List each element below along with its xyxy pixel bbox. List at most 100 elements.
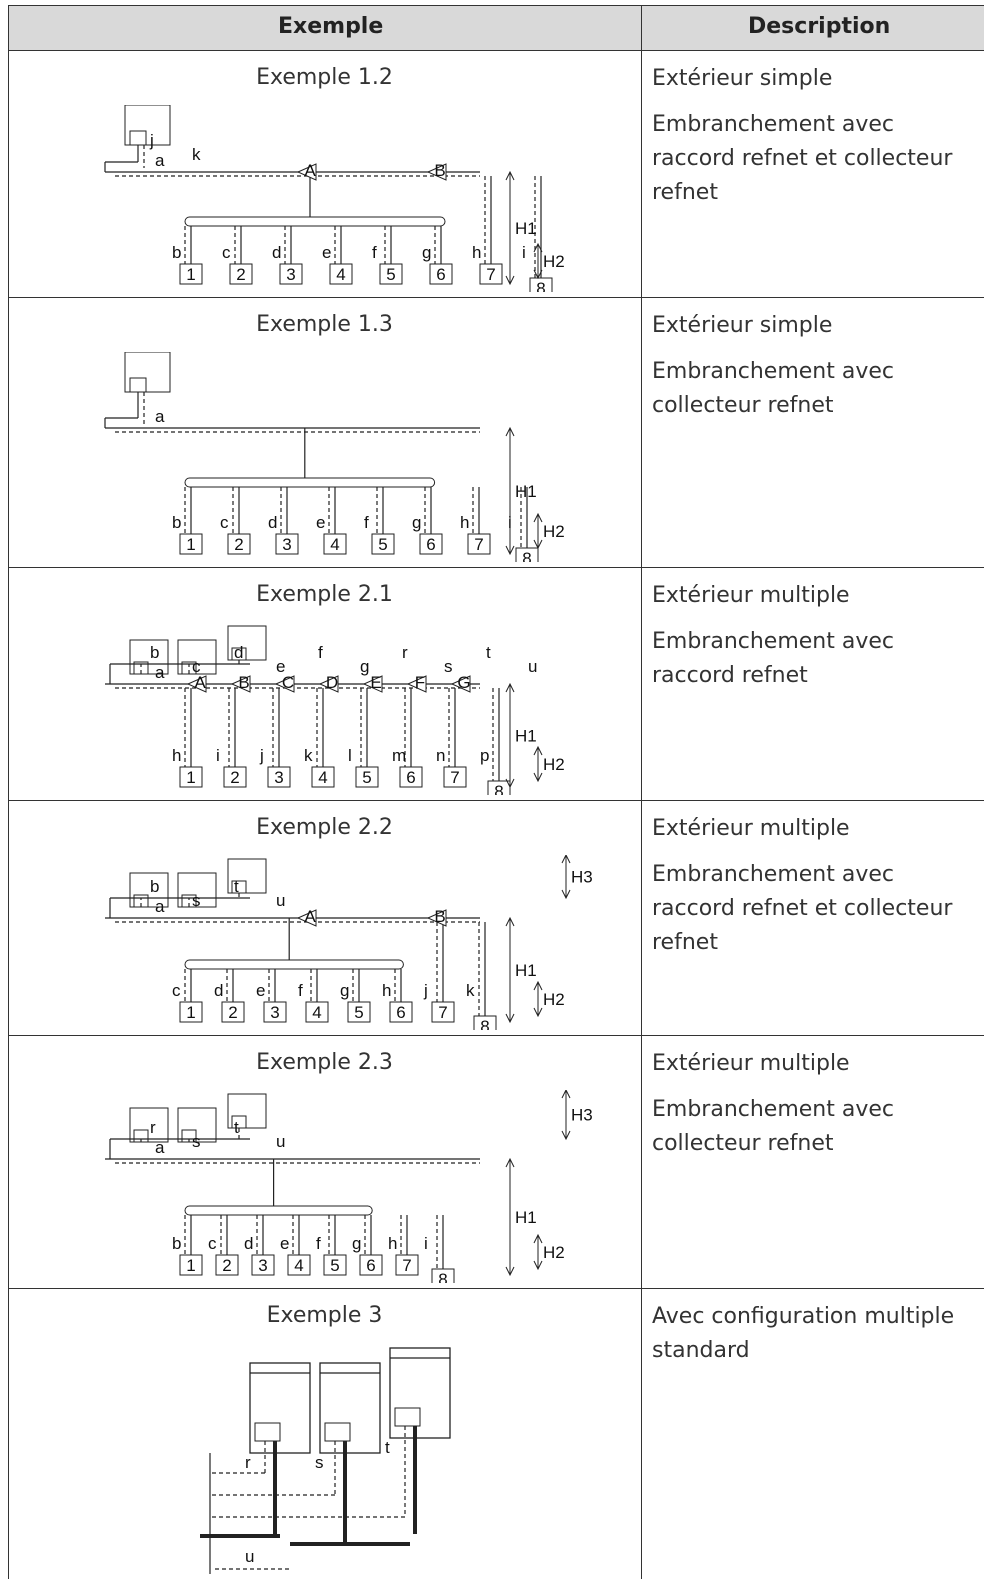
indoor-unit	[263, 1001, 287, 1023]
collector	[184, 959, 404, 970]
unit-label: 8	[494, 782, 503, 795]
pipe-label: h	[172, 746, 181, 765]
indoor-unit	[227, 533, 251, 555]
arrow-head	[505, 275, 515, 286]
row-border	[8, 1288, 984, 1289]
pipe-label: f	[364, 513, 369, 532]
arrow-head	[505, 916, 515, 927]
indoor-unit	[487, 780, 511, 795]
unit-label: 6	[426, 535, 435, 554]
joint-label: B	[434, 907, 445, 926]
arrow-head	[505, 1266, 515, 1277]
pipe-label: t	[486, 643, 491, 662]
outdoor-port	[394, 1407, 421, 1427]
arrow-head	[505, 778, 515, 789]
pipe-label: s	[444, 657, 453, 676]
arrow-head	[533, 1260, 543, 1271]
joint	[426, 909, 447, 927]
pipe-label: s	[315, 1453, 324, 1472]
joint	[406, 675, 427, 693]
indoor-unit	[279, 263, 303, 285]
joint	[450, 675, 471, 693]
row-border	[8, 567, 984, 568]
pipe-label: i	[216, 746, 220, 765]
indoor-unit	[355, 766, 379, 788]
joint-label: B	[434, 161, 445, 180]
unit-label: 3	[270, 1003, 279, 1022]
indoor-unit	[323, 533, 347, 555]
description: Extérieur simple Embranchement avec colle…	[652, 309, 982, 435]
indoor-unit	[431, 1268, 455, 1283]
unit-label: 8	[438, 1270, 447, 1283]
pipe-label: e	[276, 657, 285, 676]
pipe-label: e	[280, 1234, 289, 1253]
arrow-head	[505, 426, 515, 437]
description-paragraph: Embranchement avec collecteur refnet	[652, 359, 894, 418]
arrow-head	[533, 1007, 543, 1018]
pipe-label: s	[192, 891, 201, 910]
border	[8, 5, 9, 1579]
unit-label: 6	[396, 1003, 405, 1022]
pipe-label: j	[259, 746, 264, 765]
arrow-head	[505, 1013, 515, 1024]
indoor-unit	[419, 533, 443, 555]
joint-label: E	[370, 673, 381, 692]
indoor-unit	[515, 547, 539, 562]
outdoor-unit	[129, 1107, 169, 1143]
unit-label: 7	[402, 1256, 411, 1275]
unit-label: 6	[366, 1256, 375, 1275]
indoor-unit	[399, 766, 423, 788]
joint	[296, 163, 317, 181]
collector	[184, 216, 446, 227]
pipe-label: e	[256, 981, 265, 1000]
pipe-label: c	[208, 1234, 217, 1253]
unit-label: 5	[330, 1256, 339, 1275]
unit-label: 2	[228, 1003, 237, 1022]
indoor-unit	[267, 766, 291, 788]
row-border	[8, 1035, 984, 1036]
pipe-label: t	[234, 1118, 239, 1137]
joint-label: F	[415, 673, 425, 692]
height-label: H3	[571, 1106, 593, 1125]
pipe-label: d	[234, 643, 243, 662]
height-label: H1	[515, 482, 537, 501]
unit-label: 8	[536, 279, 545, 292]
example-title: Exemple 1.2	[256, 65, 393, 90]
joint-label: A	[304, 161, 316, 180]
pipe-label: a	[155, 151, 165, 170]
pipe-label: d	[244, 1234, 253, 1253]
pipe-label: a	[155, 1138, 165, 1157]
unit-label: 7	[450, 768, 459, 787]
height-label: H2	[543, 252, 565, 271]
indoor-unit	[251, 1254, 275, 1276]
example-title: Exemple 1.3	[256, 312, 393, 337]
pipe-label: u	[276, 891, 285, 910]
height-label: H1	[515, 961, 537, 980]
pipe-label: b	[172, 243, 181, 262]
height-label: H1	[515, 727, 537, 746]
description: Extérieur multiple Embranchement avec rac…	[652, 812, 982, 972]
pipe-label: g	[412, 513, 421, 532]
indoor-unit	[311, 766, 335, 788]
arrow-head	[533, 745, 543, 756]
description-paragraph: Embranchement avec raccord refnet et col…	[652, 112, 953, 205]
unit-label: 4	[330, 535, 339, 554]
unit-label: 8	[522, 549, 531, 562]
unit-label: 3	[258, 1256, 267, 1275]
border	[8, 5, 984, 6]
pipe-label: c	[222, 243, 231, 262]
unit-label: 3	[274, 768, 283, 787]
pipe-label: m	[392, 746, 406, 765]
diagram: 12345678abcdefghiH1H2	[104, 352, 565, 562]
pipe-label: e	[316, 513, 325, 532]
header-cell: Description	[748, 14, 891, 39]
indoor-unit	[179, 263, 203, 285]
indoor-unit	[215, 1254, 239, 1276]
example-title: Exemple 2.3	[256, 1050, 393, 1075]
joint	[318, 675, 339, 693]
pipe-label: b	[172, 1234, 181, 1253]
pipe-label: d	[214, 981, 223, 1000]
indoor-unit	[395, 1254, 419, 1276]
example-title: Exemple 2.1	[256, 582, 393, 607]
unit-label: 4	[312, 1003, 321, 1022]
